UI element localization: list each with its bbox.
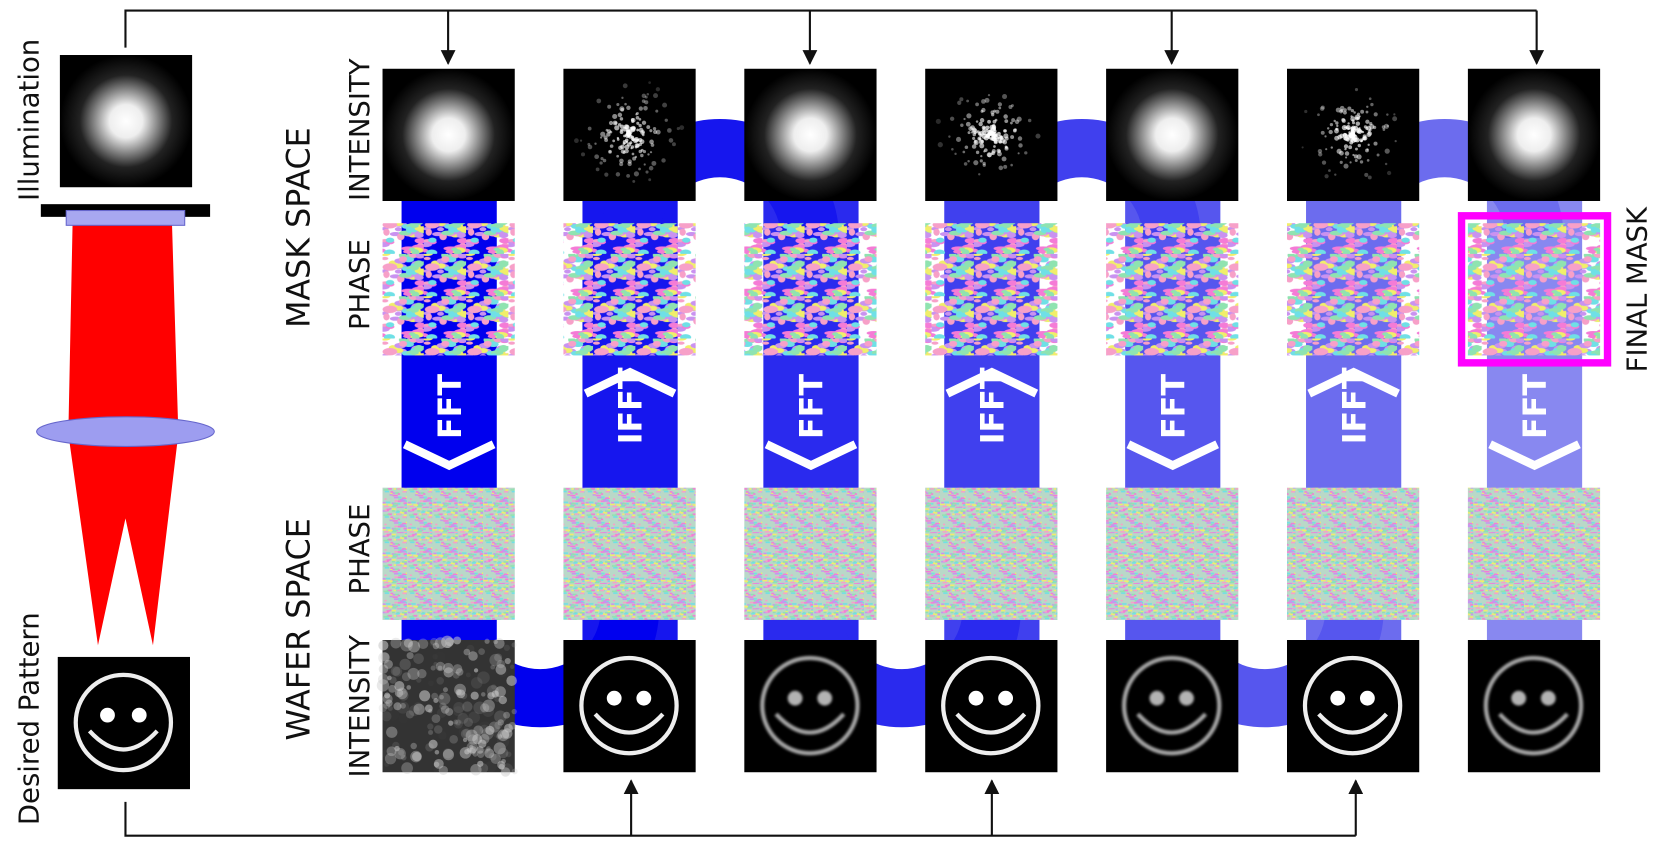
wafer-intensity-tile: [1106, 640, 1238, 772]
page: {"labels": {"illumination": "Illuminatio…: [0, 0, 1660, 841]
wafer-phase-tile: [383, 488, 515, 620]
transform-label: FFT: [433, 374, 469, 439]
desired-pattern-label: Desired Pattern: [14, 612, 46, 825]
wafer-intensity-tile: [563, 640, 695, 772]
row-label: PHASE: [344, 504, 376, 595]
mask-phase-tile: [563, 223, 695, 355]
wafer-phase-tile: [1287, 488, 1419, 620]
mask-phase-tile: [925, 223, 1057, 355]
transform-label: FFT: [795, 374, 831, 439]
transform-label: IFFT: [1337, 367, 1373, 444]
mask-intensity-tile: [1468, 69, 1600, 201]
illumination-label: Illumination: [14, 39, 46, 201]
row-label: INTENSITY: [344, 635, 376, 778]
mask-intensity-tile: [925, 69, 1057, 201]
mask-phase-tile: [1287, 223, 1419, 355]
row-label: PHASE: [344, 239, 376, 330]
mask-phase-tile: [744, 223, 876, 355]
mask-space-label: MASK SPACE: [282, 127, 318, 328]
wafer-intensity-tile: [1468, 640, 1600, 772]
row-label: INTENSITY: [344, 58, 376, 201]
wafer-phase-tile: [744, 488, 876, 620]
optics: [37, 55, 215, 789]
mask-intensity-tile: [1287, 69, 1419, 201]
transform-label: FFT: [1156, 374, 1192, 439]
diagram: FFT IFFT FFT IFFT FFT IFFT FFT Illumination De…: [0, 0, 1660, 841]
wafer-intensity-tile: [925, 640, 1057, 772]
transform-label: FFT: [1518, 374, 1554, 439]
mask-phase-tile: [1106, 223, 1238, 355]
transform-label: IFFT: [975, 367, 1011, 444]
mask-intensity-tile: [383, 69, 515, 201]
wafer-intensity-tile: [744, 640, 876, 772]
mask-intensity-tile: [744, 69, 876, 201]
wafer-phase-tile: [1106, 488, 1238, 620]
mask-phase-tile: [383, 223, 515, 355]
wafer-space-label: WAFER SPACE: [282, 518, 318, 740]
wafer-phase-tile: [925, 488, 1057, 620]
mask-intensity-tile: [563, 69, 695, 201]
wafer-intensity-tile: [377, 636, 518, 777]
wafer-phase-tile: [563, 488, 695, 620]
final-mask-label: FINAL MASK: [1622, 206, 1654, 372]
mask-phase-tile: [1468, 223, 1600, 355]
mask-intensity-tile: [1106, 69, 1238, 201]
wafer-phase-tile: [1468, 488, 1600, 620]
transform-label: IFFT: [614, 367, 650, 444]
wafer-intensity-tile: [1287, 640, 1419, 772]
